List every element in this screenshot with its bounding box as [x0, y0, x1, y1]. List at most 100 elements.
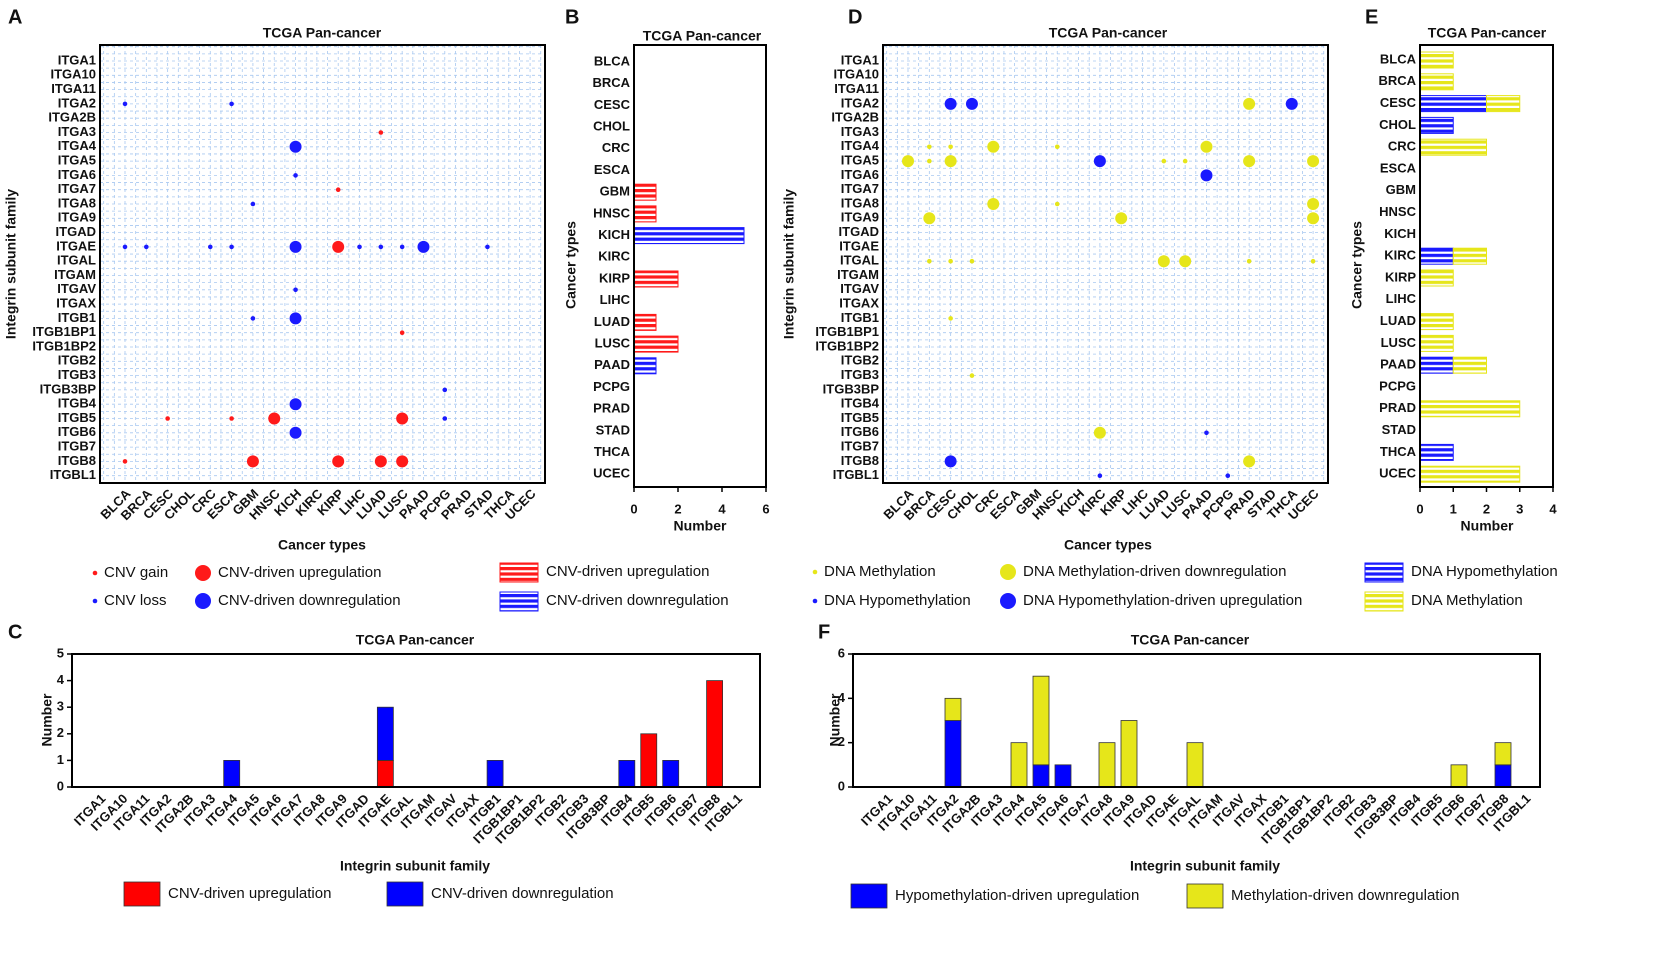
dot: [1310, 258, 1316, 264]
y-tick-label: PCPG: [593, 379, 630, 394]
legend-swatch: [499, 591, 539, 612]
y-tick-label: 4: [57, 672, 65, 687]
dot: [1246, 258, 1252, 264]
bar: [944, 720, 962, 788]
dot: [1182, 158, 1188, 164]
y-tick-label: LUAD: [594, 314, 630, 329]
x-tick-label: 4: [718, 501, 726, 516]
bar: [1419, 313, 1454, 331]
dot: [1093, 426, 1106, 439]
y-axis-title: Integrin subunit family: [781, 189, 797, 339]
legend-label: DNA Hypomethylation: [824, 592, 971, 609]
x-tick-label: 6: [762, 501, 769, 516]
x-axis-title: Cancer types: [1064, 537, 1152, 553]
dot: [229, 416, 234, 421]
chart-title: TCGA Pan-cancer: [263, 25, 382, 41]
legend-label: DNA Methylation-driven downregulation: [1023, 563, 1286, 580]
dot: [332, 455, 345, 468]
y-tick-label: ITGA8: [58, 195, 96, 210]
y-tick-label: KICH: [1384, 226, 1416, 241]
y-tick-label: ITGA5: [841, 153, 879, 168]
y-tick-label: ITGA1: [58, 52, 96, 67]
dot: [1161, 158, 1167, 164]
y-tick-label: BRCA: [1378, 73, 1416, 88]
dot: [289, 240, 302, 253]
y-tick-label: ITGB6: [841, 424, 879, 439]
y-tick-label: LIHC: [600, 292, 631, 307]
dot: [1054, 144, 1060, 150]
bar: [1419, 116, 1454, 134]
legend-swatch: [1364, 591, 1404, 612]
x-tick-label: 1: [1450, 501, 1457, 516]
dot: [374, 455, 387, 468]
chart-title: TCGA Pan-cancer: [643, 28, 762, 44]
chart-title: TCGA Pan-cancer: [1131, 632, 1250, 648]
x-tick-label: 2: [1483, 501, 1490, 516]
dot: [229, 101, 234, 107]
dot: [378, 130, 384, 135]
dot: [965, 97, 978, 110]
y-tick-label: ITGA2: [841, 95, 879, 110]
bar: [1450, 764, 1468, 788]
y-tick-label: ITGAV: [840, 281, 879, 296]
y-tick-label: PRAD: [1379, 400, 1416, 415]
y-tick-label: ITGA8: [841, 195, 879, 210]
dot: [1243, 455, 1256, 468]
y-tick-label: CESC: [594, 97, 631, 112]
x-tick-label: 0: [1416, 501, 1423, 516]
legend-label: CNV-driven upregulation: [218, 564, 381, 581]
y-tick-label: BRCA: [592, 75, 630, 90]
y-tick-label: GBM: [1386, 182, 1416, 197]
x-axis-title: Integrin subunit family: [340, 858, 490, 874]
bar: [1494, 742, 1512, 766]
bar: [1419, 334, 1454, 352]
y-tick-label: ITGB3BP: [823, 381, 880, 396]
y-tick-label: PAAD: [1380, 357, 1416, 372]
y-tick-label: ITGB1: [58, 310, 96, 325]
bar: [640, 733, 658, 788]
y-tick-label: 3: [57, 699, 64, 714]
dot: [396, 412, 409, 425]
y-tick-label: ITGA5: [58, 153, 96, 168]
y-tick-label: LUSC: [1381, 335, 1417, 350]
y-tick-label: ITGA9: [58, 210, 96, 225]
y-tick-label: ITGAX: [839, 296, 879, 311]
dot: [1093, 155, 1106, 168]
bar: [376, 760, 394, 788]
y-tick-label: ITGAE: [839, 238, 879, 253]
legend-swatch: [123, 881, 161, 907]
y-tick-label: ITGA4: [841, 138, 880, 153]
y-tick-label: UCEC: [1379, 466, 1416, 481]
legend-label: DNA Methylation: [1411, 592, 1523, 609]
bar: [633, 357, 657, 375]
y-tick-label: ITGB5: [841, 410, 879, 425]
panel-letter: C: [8, 621, 22, 643]
legend-label: Hypomethylation-driven upregulation: [895, 887, 1139, 904]
y-tick-label: ITGA3: [58, 124, 96, 139]
legend-label: CNV-driven downregulation: [218, 592, 401, 609]
bar: [486, 760, 504, 788]
legend-label: CNV-driven downregulation: [546, 592, 729, 609]
panel-letter: B: [565, 6, 579, 28]
legend-marker: [1000, 593, 1016, 609]
bar: [1010, 742, 1028, 788]
bar: [1032, 675, 1050, 766]
bar: [376, 706, 394, 761]
legend-swatch: [386, 881, 424, 907]
y-tick-label: ITGA2B: [831, 110, 879, 125]
x-tick-label: 0: [630, 501, 637, 516]
y-tick-label: UCEC: [593, 466, 630, 481]
y-tick-label: ITGAV: [57, 281, 96, 296]
y-tick-label: ITGAD: [56, 224, 96, 239]
legend-marker: [812, 598, 818, 604]
dot: [246, 455, 259, 468]
legend-label: DNA Methylation: [824, 563, 936, 580]
bar: [1419, 95, 1487, 113]
y-tick-label: LUSC: [595, 336, 631, 351]
y-tick-label: ITGAE: [56, 238, 96, 253]
legend-label: CNV-driven downregulation: [431, 885, 614, 902]
dot: [927, 158, 932, 164]
legend-marker: [195, 593, 211, 609]
x-tick-label: 4: [1549, 501, 1557, 516]
y-tick-label: ITGA11: [51, 81, 96, 96]
